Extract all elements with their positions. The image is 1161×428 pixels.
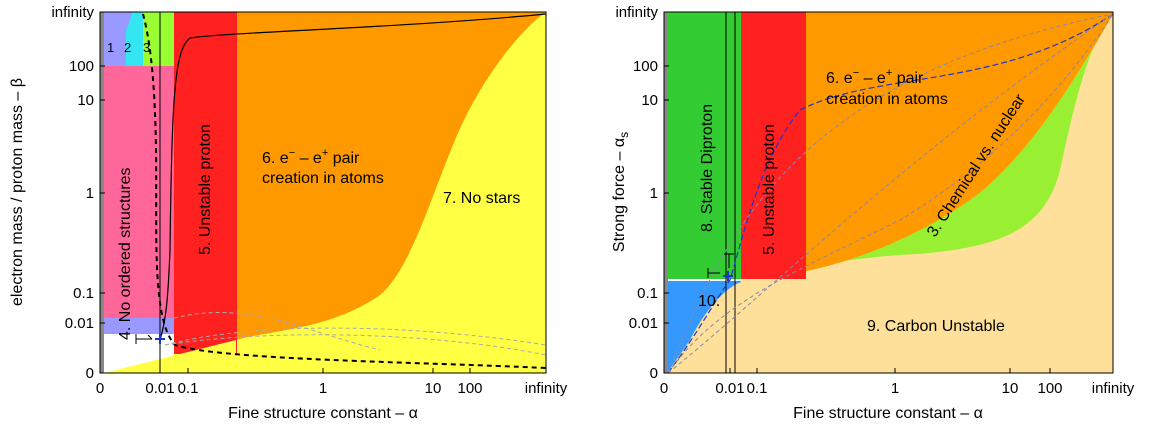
x-tick-label: 0.01 — [715, 380, 744, 397]
observed-point-right — [723, 271, 733, 281]
left-axis-ticks: 0 0.01 0.1 1 10 100 infinity00.010.1110100infi… — [51, 4, 567, 397]
region-4 — [104, 66, 174, 318]
right-y-axis-label: Strong force – αs — [611, 132, 631, 252]
region-5 — [173, 12, 237, 354]
y-tick-label: infinity — [51, 4, 94, 21]
x-tick-label: 100 — [457, 380, 482, 397]
region-3 — [143, 12, 174, 66]
y-tick-label: infinity — [615, 4, 658, 21]
y-tick-label: 0.1 — [637, 285, 658, 302]
y-tick-label: 10 — [77, 92, 94, 109]
x-tick-label: 0.1 — [178, 380, 199, 397]
y-tick-label: 0.01 — [65, 315, 94, 332]
region-6-right — [806, 12, 1113, 271]
y-tick-label: 0 — [650, 365, 658, 382]
region-2 — [126, 12, 143, 66]
x-tick-label: infinity — [1092, 380, 1135, 397]
left-x-axis-label: Fine structure constant – α — [228, 405, 418, 422]
y-tick-label: 0.1 — [73, 285, 94, 302]
region-7-label: 7. No stars — [443, 190, 520, 207]
arrow-markers-right — [707, 253, 734, 278]
region-8 — [668, 12, 741, 280]
region-5-right — [741, 12, 806, 279]
left-panel: 1 2 3 4. No ordered structures 5. Unstab… — [9, 4, 568, 422]
region-3-label: 3 — [143, 40, 150, 55]
svg-text:6. e− – e+ pair: 6. e− – e+ pair — [262, 147, 360, 167]
right-axis-ticks: 0 0.01 0.1 1 10 100 infinity00.010.1110100infi… — [615, 4, 1134, 397]
region-8-label: 8. Stable Diproton — [699, 104, 716, 232]
region-10 — [668, 280, 741, 373]
svg-text:6. e− – e+ pair: 6. e− – e+ pair — [826, 67, 924, 87]
region-6 — [173, 12, 546, 352]
region-6-right-label: 6. e− – e+ pair creation in atoms — [826, 67, 948, 108]
y-tick-label: 0 — [86, 365, 94, 382]
right-panel: 8. Stable Diproton 5. Unstable proton 6.… — [611, 4, 1135, 422]
y-tick-label: 10 — [641, 92, 658, 109]
right-x-axis-label: Fine structure constant – α — [793, 405, 983, 422]
region-5-label: 5. Unstable proton — [197, 124, 214, 255]
x-tick-label: 1 — [891, 380, 899, 397]
x-tick-label: 10 — [1002, 380, 1019, 397]
observed-point — [155, 334, 165, 344]
x-tick-label: 0.1 — [747, 380, 768, 397]
x-tick-label: 1 — [319, 380, 327, 397]
x-tick-label: 10 — [425, 380, 442, 397]
y-tick-label: 1 — [650, 185, 658, 202]
region-4-label: 4. No ordered structures — [117, 167, 134, 340]
x-tick-label: 100 — [1037, 380, 1062, 397]
region-1-low — [104, 318, 174, 334]
boundary-curve-blue — [667, 13, 1113, 373]
x-tick-label: 0 — [660, 380, 668, 397]
y-tick-label: 0.01 — [629, 315, 658, 332]
region-9-label: 9. Carbon Unstable — [867, 318, 1005, 335]
left-y-axis-label: electron mass / proton mass – β — [9, 78, 26, 306]
svg-text:creation in atoms: creation in atoms — [262, 170, 384, 187]
y-tick-label: 100 — [633, 58, 658, 75]
arrow-marker — [135, 334, 153, 344]
boundary-curve-solid — [159, 13, 546, 341]
region-3-right — [806, 14, 1113, 271]
boundary-curve-dashed — [142, 13, 546, 369]
region-5-right-label: 5. Unstable proton — [761, 124, 778, 255]
y-tick-label: 1 — [86, 185, 94, 202]
region-6-label: 6. e− – e+ pair creation in atoms — [262, 147, 384, 187]
y-tick-label: 100 — [69, 58, 94, 75]
region-1-label: 1 — [107, 40, 114, 55]
x-tick-label: infinity — [525, 380, 568, 397]
x-tick-label: 0 — [96, 380, 104, 397]
region-2-label: 2 — [124, 40, 131, 55]
region-10-label: 10. — [698, 293, 720, 310]
svg-text:creation in atoms: creation in atoms — [826, 91, 948, 108]
x-tick-label: 0.01 — [145, 380, 174, 397]
